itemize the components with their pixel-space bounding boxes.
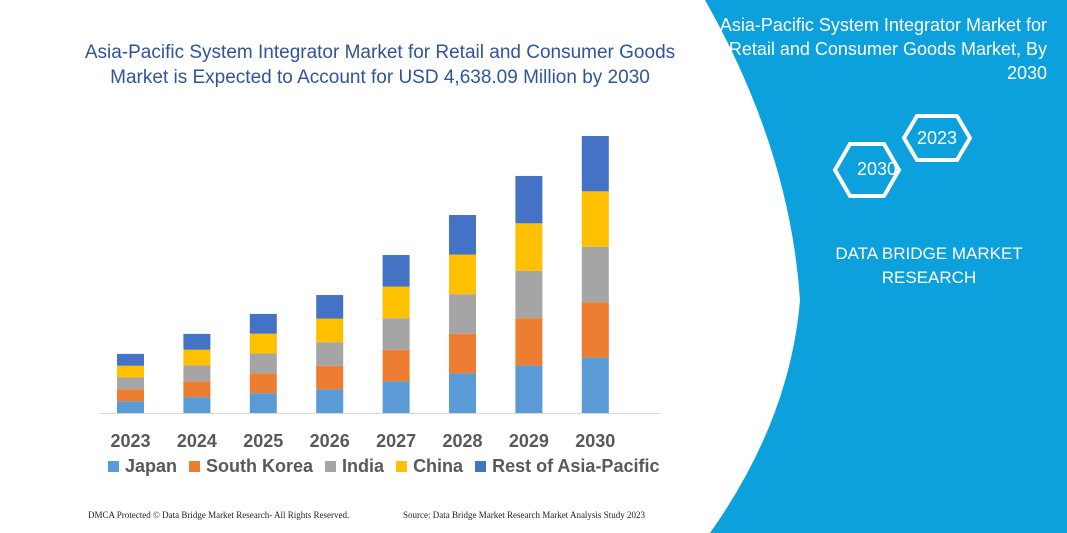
legend-swatch (108, 461, 119, 472)
bar-2029-japan (515, 365, 543, 413)
side-panel-shape (705, 0, 1067, 533)
bar-2024-south-korea (183, 381, 211, 398)
bar-2028-south-korea (449, 333, 476, 374)
legend: Japan South Korea India China Rest of Asia-P… (108, 456, 659, 477)
legend-swatch (475, 461, 487, 472)
bar-2028-japan (449, 373, 476, 413)
bar-2029-south-korea (515, 318, 543, 366)
bar-2023-india (117, 377, 144, 390)
x-tick-label: 2023 (110, 431, 150, 451)
chart-title: Asia-Pacific System Integrator Market fo… (84, 42, 676, 88)
bar-2030-south-korea (581, 302, 609, 358)
bar-2027-south-korea (382, 349, 410, 382)
x-tick-label: 2028 (442, 431, 482, 451)
bar-2025-rest-of-asia-pacific (249, 313, 277, 334)
bar-2026-china (316, 318, 344, 343)
bar-2023-japan (117, 401, 144, 413)
x-tick-label: 2026 (310, 431, 350, 451)
legend-item: Rest of Asia-Pacific (475, 456, 659, 477)
bar-2026-japan (316, 389, 344, 413)
bar-2029-india (515, 270, 543, 319)
bar-2025-china (249, 333, 277, 354)
bar-2023-rest-of-asia-pacific (117, 353, 144, 366)
x-tick-label: 2027 (376, 431, 416, 451)
bar-2026-south-korea (316, 365, 344, 390)
legend-item: China (396, 456, 463, 477)
bar-2026-india (316, 342, 344, 366)
bar-2030-china (581, 191, 609, 247)
bar-2024-rest-of-asia-pacific (183, 333, 211, 350)
hex-label-2030: 2030 (856, 159, 898, 179)
bar-2023-china (117, 365, 144, 378)
legend-item: South Korea (189, 456, 313, 477)
side-title: Asia-Pacific System Integrator Market fo… (719, 15, 1047, 83)
bar-2028-india (449, 294, 476, 334)
footer-copyright: DMCA Protected © Data Bridge Market Rese… (88, 510, 350, 520)
bar-2025-japan (249, 393, 277, 413)
bar-2027-china (382, 286, 410, 319)
x-tick-label: 2025 (243, 431, 283, 451)
legend-label: South Korea (206, 456, 314, 476)
bar-2028-rest-of-asia-pacific (449, 215, 476, 255)
x-tick-label: 2024 (177, 431, 217, 451)
bar-2024-india (183, 365, 211, 382)
x-tick-label: 2029 (509, 431, 549, 451)
bar-2027-india (382, 318, 410, 350)
footer-source: Source: Data Bridge Market Research Mark… (403, 510, 645, 520)
bar-2024-japan (183, 397, 211, 413)
bar-2029-rest-of-asia-pacific (515, 175, 543, 224)
bar-2025-south-korea (249, 373, 277, 394)
legend-label: Rest of Asia-Pacific (492, 456, 660, 476)
hexagon-2030 (832, 142, 902, 198)
bar-2024-china (183, 349, 211, 366)
legend-label: China (413, 456, 464, 476)
bar-2027-rest-of-asia-pacific (382, 255, 410, 287)
bar-2030-japan (581, 357, 609, 413)
legend-swatch (325, 461, 337, 472)
legend-label: Japan (125, 456, 178, 476)
legend-swatch (396, 461, 408, 472)
hex-label-2023: 2023 (916, 128, 958, 148)
bar-2025-india (249, 353, 277, 374)
legend-item: India (325, 456, 384, 477)
bar-2026-rest-of-asia-pacific (316, 295, 344, 319)
bar-2023-south-korea (117, 389, 144, 402)
bar-2028-china (449, 254, 476, 295)
hexagon-2023 (901, 114, 973, 162)
x-tick-label: 2030 (575, 431, 615, 451)
legend-swatch (189, 461, 201, 472)
brand-name: DATA BRIDGE MARKET RESEARCH (835, 244, 1023, 287)
bar-2030-india (581, 246, 609, 303)
bar-2027-japan (382, 381, 410, 413)
legend-item: Japan (108, 456, 177, 477)
stacked-bar-chart: 2023 2024 2025 2026 2027 2028 2029 2030 (100, 136, 660, 451)
legend-label: India (342, 456, 385, 476)
bar-2030-rest-of-asia-pacific (581, 136, 609, 192)
bar-2029-china (515, 223, 543, 271)
